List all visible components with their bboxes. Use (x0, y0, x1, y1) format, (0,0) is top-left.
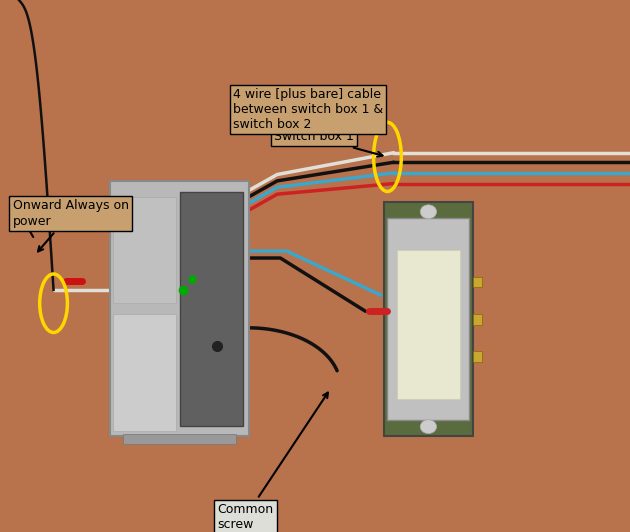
Bar (180, 192, 243, 426)
Bar (110, 181, 249, 436)
Text: 4 wire [plus bare] cable
between switch box 1 &
switch box 2: 4 wire [plus bare] cable between switch … (233, 88, 383, 131)
Bar (113, 197, 176, 303)
Circle shape (420, 420, 437, 434)
Bar (472, 277, 482, 287)
Bar (123, 434, 236, 444)
Bar (384, 202, 472, 436)
Bar (387, 218, 469, 420)
Circle shape (420, 205, 437, 219)
Bar (472, 351, 482, 362)
Text: Switch box 1: Switch box 1 (274, 130, 382, 157)
Text: Onward Always on
power: Onward Always on power (13, 200, 129, 252)
Text: Common
screw: Common screw (217, 393, 328, 531)
Bar (113, 314, 176, 431)
Bar (397, 250, 460, 399)
Bar (472, 314, 482, 325)
